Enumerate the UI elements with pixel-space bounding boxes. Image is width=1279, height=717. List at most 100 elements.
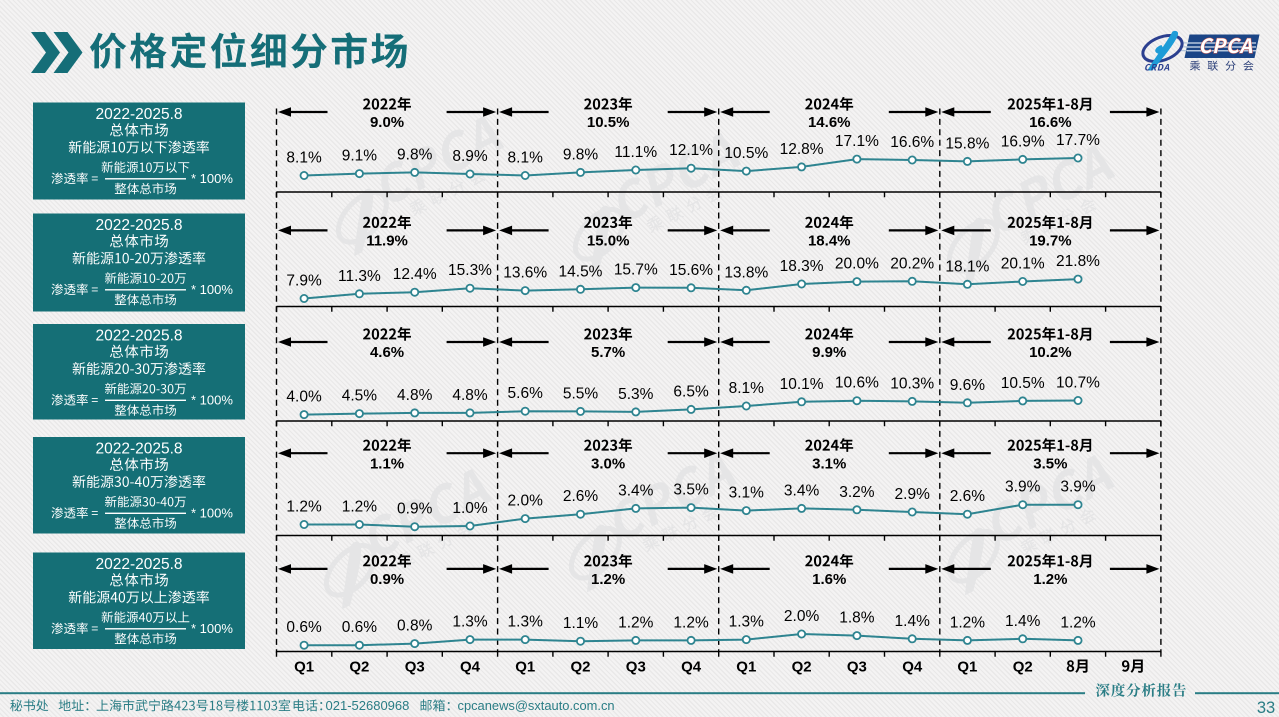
svg-text:cpcanews@sxtauto.com.cn: cpcanews@sxtauto.com.cn — [458, 698, 615, 713]
svg-text:11.1%: 11.1% — [614, 144, 657, 161]
svg-text:3.9%: 3.9% — [1005, 479, 1041, 496]
svg-text:* 100%: * 100% — [191, 621, 233, 636]
svg-text:2022-2025.8: 2022-2025.8 — [95, 327, 182, 344]
svg-text:5.5%: 5.5% — [563, 385, 599, 402]
svg-text:15.8%: 15.8% — [945, 135, 989, 152]
svg-text:2.9%: 2.9% — [895, 486, 931, 503]
svg-text:9.0%: 9.0% — [370, 114, 404, 131]
svg-text:1.2%: 1.2% — [286, 499, 322, 516]
svg-text:12.4%: 12.4% — [393, 266, 437, 283]
svg-text:Q4: Q4 — [460, 659, 481, 676]
svg-text:2.0%: 2.0% — [508, 493, 544, 510]
svg-text:4.8%: 4.8% — [397, 387, 433, 404]
svg-text:12.1%: 12.1% — [669, 142, 713, 159]
svg-text:14.5%: 14.5% — [559, 263, 603, 280]
svg-text:10.5%: 10.5% — [724, 145, 768, 162]
svg-text:2022-2025.8: 2022-2025.8 — [95, 440, 182, 457]
svg-text:* 100%: * 100% — [191, 506, 233, 521]
svg-text:1.2%: 1.2% — [1060, 614, 1096, 631]
svg-text:12.8%: 12.8% — [780, 141, 824, 158]
svg-text:Q1: Q1 — [294, 659, 314, 676]
svg-text:* 100%: * 100% — [191, 171, 233, 186]
svg-text:4.5%: 4.5% — [342, 388, 378, 405]
svg-text:14.6%: 14.6% — [808, 114, 851, 131]
svg-text:10.3%: 10.3% — [890, 375, 934, 392]
svg-text:20.0%: 20.0% — [835, 256, 879, 273]
svg-text:Q2: Q2 — [349, 659, 369, 676]
svg-text:10.7%: 10.7% — [1056, 375, 1100, 392]
svg-text:1.4%: 1.4% — [1005, 613, 1041, 630]
svg-text:9.9%: 9.9% — [812, 344, 846, 361]
svg-text:18.1%: 18.1% — [945, 258, 989, 275]
svg-text:21.8%: 21.8% — [1056, 253, 1100, 270]
svg-text:Q1: Q1 — [515, 659, 535, 676]
svg-text:* 100%: * 100% — [191, 393, 233, 408]
svg-text:18.3%: 18.3% — [780, 258, 824, 275]
svg-text:Q2: Q2 — [1013, 659, 1033, 676]
svg-text:11.9%: 11.9% — [366, 233, 408, 250]
svg-text:1.0%: 1.0% — [452, 500, 488, 517]
svg-text:17.7%: 17.7% — [1056, 132, 1100, 149]
svg-text:5.6%: 5.6% — [508, 385, 544, 402]
svg-text:4.0%: 4.0% — [286, 389, 322, 406]
svg-text:3.2%: 3.2% — [839, 484, 875, 501]
svg-text:Q4: Q4 — [681, 659, 702, 676]
svg-text:1.2%: 1.2% — [342, 499, 378, 516]
svg-text:1.2%: 1.2% — [950, 614, 986, 631]
svg-text:10.5%: 10.5% — [1001, 375, 1045, 392]
svg-text:10.5%: 10.5% — [587, 114, 630, 131]
svg-text:Q3: Q3 — [847, 659, 867, 676]
svg-text:3.9%: 3.9% — [1060, 479, 1096, 496]
svg-text:15.7%: 15.7% — [614, 262, 658, 279]
svg-text:33: 33 — [1257, 699, 1275, 717]
svg-text:3.1%: 3.1% — [812, 455, 846, 472]
svg-text:Q1: Q1 — [736, 659, 756, 676]
svg-text:8.1%: 8.1% — [729, 380, 765, 397]
svg-text:2022-2025.8: 2022-2025.8 — [95, 217, 182, 234]
svg-text:* 100%: * 100% — [191, 282, 233, 297]
svg-text:1.2%: 1.2% — [1033, 571, 1067, 588]
svg-text:20.1%: 20.1% — [1001, 256, 1045, 273]
svg-text:Q1: Q1 — [957, 659, 977, 676]
svg-text:1.3%: 1.3% — [729, 614, 765, 631]
svg-text:10.6%: 10.6% — [835, 375, 879, 392]
svg-text:5.7%: 5.7% — [591, 344, 625, 361]
svg-text:8.9%: 8.9% — [452, 148, 488, 165]
svg-text:Q3: Q3 — [405, 659, 425, 676]
svg-text:2.0%: 2.0% — [784, 608, 820, 625]
svg-text:18.4%: 18.4% — [808, 233, 851, 250]
svg-text:Q2: Q2 — [792, 659, 812, 676]
svg-text:10.1%: 10.1% — [780, 376, 824, 393]
svg-text:3.4%: 3.4% — [784, 482, 820, 499]
svg-text:Q2: Q2 — [570, 659, 590, 676]
svg-text:9.1%: 9.1% — [342, 148, 378, 165]
svg-text:4.8%: 4.8% — [452, 387, 488, 404]
svg-text:5.3%: 5.3% — [618, 386, 654, 403]
svg-text:9.6%: 9.6% — [950, 377, 986, 394]
svg-text:2.6%: 2.6% — [563, 488, 599, 505]
svg-text:19.7%: 19.7% — [1029, 233, 1072, 250]
svg-text:15.3%: 15.3% — [448, 262, 492, 279]
svg-text:1.8%: 1.8% — [839, 610, 875, 627]
svg-text:2.6%: 2.6% — [950, 488, 986, 505]
svg-text:0.9%: 0.9% — [397, 501, 433, 518]
svg-text:1.2%: 1.2% — [618, 614, 654, 631]
svg-text:3.4%: 3.4% — [618, 482, 654, 499]
svg-text:3.0%: 3.0% — [591, 455, 625, 472]
svg-text:15.0%: 15.0% — [587, 233, 630, 250]
svg-text:2022-2025.8: 2022-2025.8 — [95, 106, 182, 123]
svg-text:11.3%: 11.3% — [338, 268, 381, 285]
svg-text:8.1%: 8.1% — [286, 150, 322, 167]
svg-text:1.6%: 1.6% — [812, 571, 846, 588]
svg-text:Q4: Q4 — [902, 659, 923, 676]
svg-text:Q3: Q3 — [626, 659, 646, 676]
svg-text:16.6%: 16.6% — [1029, 114, 1072, 131]
svg-text:1.4%: 1.4% — [895, 613, 931, 630]
svg-text:17.1%: 17.1% — [835, 133, 879, 150]
svg-text:16.6%: 16.6% — [890, 134, 934, 151]
svg-text:0.6%: 0.6% — [286, 619, 322, 636]
svg-text:15.6%: 15.6% — [669, 262, 713, 279]
svg-text:3.1%: 3.1% — [729, 485, 765, 502]
svg-text:13.8%: 13.8% — [724, 264, 768, 281]
svg-text:1.2%: 1.2% — [673, 614, 709, 631]
